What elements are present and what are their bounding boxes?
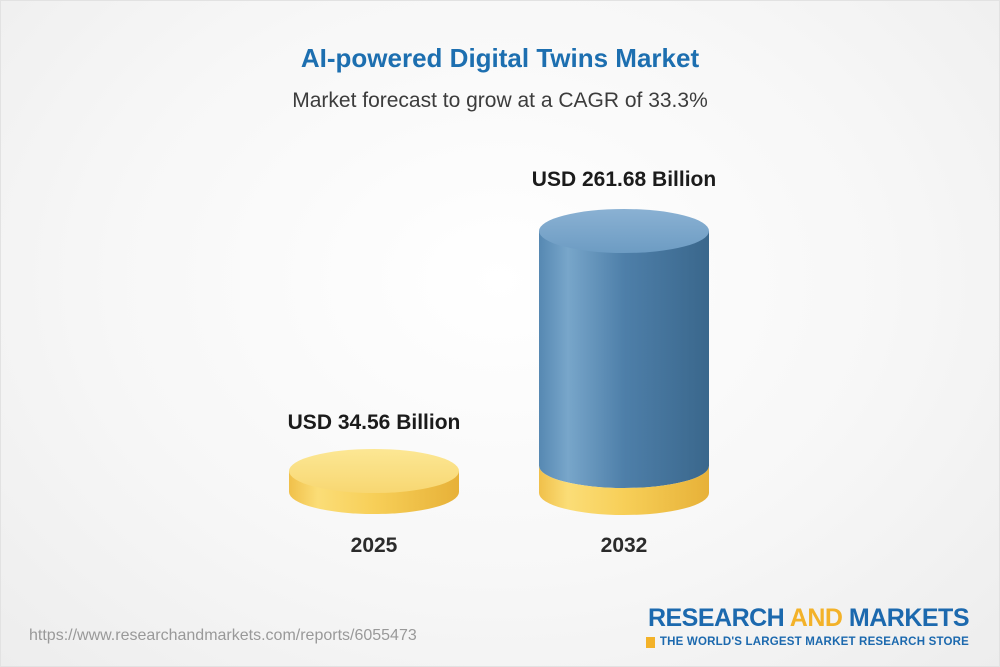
- logo-accent-block: [645, 636, 655, 648]
- report-url: https://www.researchandmarkets.com/repor…: [29, 627, 417, 644]
- logo-word-research: RESEARCH: [647, 604, 785, 632]
- logo-word-and: AND: [789, 604, 843, 632]
- chart-subtitle: Market forecast to grow at a CAGR of 33.…: [292, 89, 708, 112]
- value-label-2032: USD 261.68 Billion: [531, 168, 717, 191]
- logo-tagline-row: THE WORLD'S LARGEST MARKET RESEARCH STOR…: [645, 636, 969, 648]
- category-label-2025: 2025: [350, 534, 398, 557]
- category-label-2032: 2032: [600, 534, 648, 557]
- bar-2032-cylinder: [539, 209, 709, 520]
- value-label-2025: USD 34.56 Billion: [287, 411, 461, 434]
- logo-tagline-text: THE WORLD'S LARGEST MARKET RESEARCH STOR…: [659, 636, 969, 648]
- bar-2025-cylinder-svg: [289, 449, 459, 514]
- chart-title: AI-powered Digital Twins Market: [300, 43, 700, 73]
- bar-2032-cylinder-svg: [539, 209, 709, 515]
- bar-2025-cylinder: [289, 449, 459, 520]
- research-and-markets-logo: RESEARCH AND MARKETS THE WORLD'S LARGEST…: [645, 604, 970, 648]
- logo-word-markets: MARKETS: [848, 604, 970, 632]
- logo-wordmark: RESEARCH AND MARKETS: [646, 604, 970, 633]
